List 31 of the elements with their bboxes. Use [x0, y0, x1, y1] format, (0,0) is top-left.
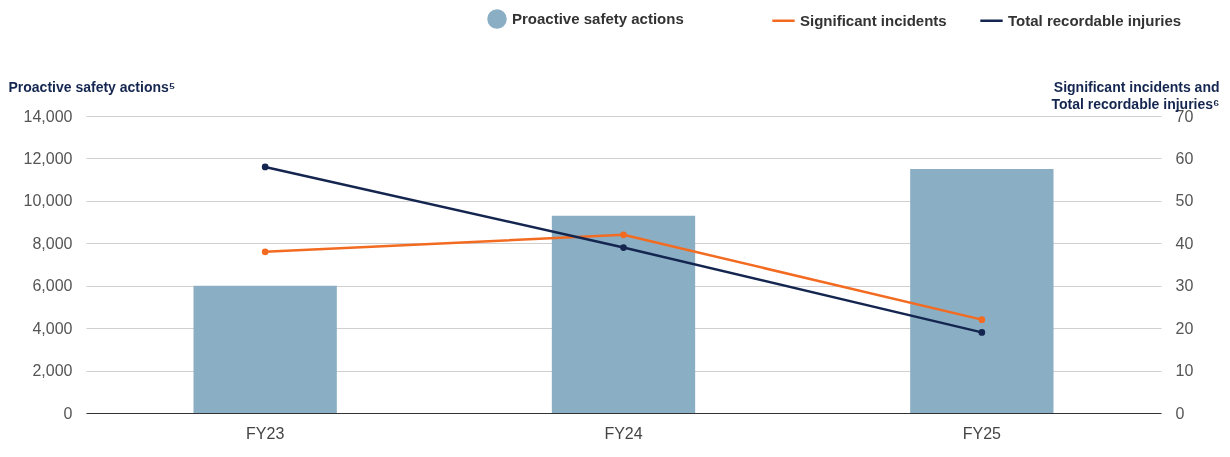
point — [978, 316, 986, 323]
y-tick-label: 2,000 — [32, 362, 73, 380]
bar — [193, 285, 337, 413]
y-tick-label: 0 — [63, 404, 73, 422]
y-tick-label: 10,000 — [23, 192, 73, 210]
legend-label: Total recordable injuries — [1008, 11, 1182, 29]
y-tick-label: 8,000 — [32, 234, 73, 252]
y2-tick-label: 10 — [1175, 362, 1194, 380]
legend-label: Significant incidents — [800, 11, 947, 29]
point — [620, 231, 627, 239]
y2-tick-label: 60 — [1175, 149, 1194, 167]
y-tick-label: 6,000 — [32, 277, 73, 295]
y-tick-label: 4,000 — [32, 319, 73, 337]
point — [978, 329, 986, 336]
y2-tick-label: 20 — [1175, 319, 1194, 337]
y2-tick-label: 30 — [1175, 277, 1194, 295]
point — [261, 163, 269, 171]
y2-tick-label: 0 — [1175, 404, 1185, 422]
point — [261, 248, 269, 256]
x-tick-label: FY25 — [962, 424, 1002, 442]
bar — [910, 169, 1054, 413]
point — [620, 244, 627, 251]
x-tick-label: FY23 — [246, 424, 285, 442]
y-tick-label: 14,000 — [23, 107, 73, 125]
y2-tick-label: 40 — [1175, 234, 1194, 252]
legend-label: Proactive safety actions — [512, 10, 684, 27]
y-axis-title: Proactive safety actions⁵ — [8, 78, 176, 95]
y-tick-label: 12,000 — [23, 149, 73, 167]
y2-tick-label: 50 — [1175, 192, 1194, 210]
bar — [551, 215, 696, 413]
x-tick-label: FY24 — [604, 424, 643, 442]
